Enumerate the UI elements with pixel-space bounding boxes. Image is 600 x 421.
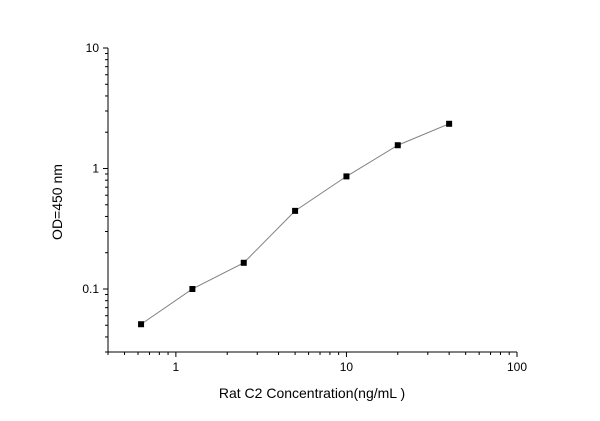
- data-point: [394, 142, 401, 149]
- data-point: [189, 285, 196, 292]
- x-tick-label: 10: [340, 360, 354, 374]
- x-tick-label: 1: [173, 360, 180, 374]
- x-tick-label: 100: [507, 360, 527, 374]
- data-point: [292, 207, 299, 214]
- data-point: [446, 120, 453, 127]
- y-axis-title: OD=450 nm: [49, 164, 65, 240]
- axes: 0.1 1 10 1 10 100: [82, 41, 527, 374]
- y-tick-label: 10: [86, 41, 100, 55]
- data-point: [240, 259, 247, 266]
- y-tick-label: 0.1: [82, 282, 99, 296]
- y-tick-label: 1: [92, 161, 99, 175]
- data-point: [138, 321, 145, 328]
- data-markers: [138, 120, 453, 328]
- x-axis-title: Rat C2 Concentration(ng/mL ): [219, 385, 405, 401]
- data-point: [343, 173, 350, 180]
